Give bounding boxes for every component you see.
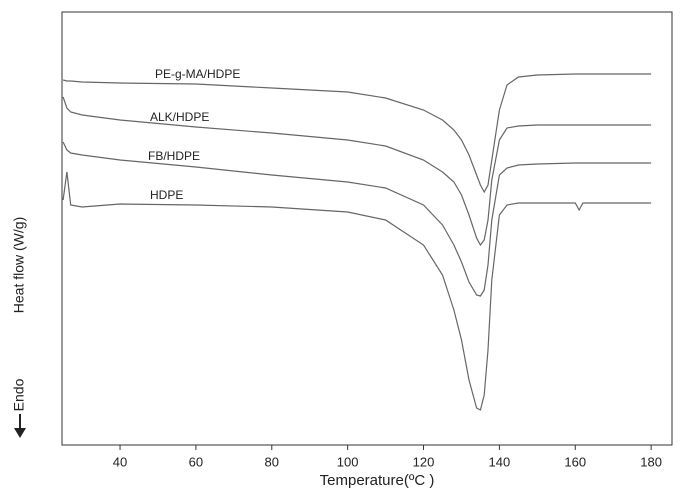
x-tick-label: 180	[640, 454, 662, 469]
series-line	[62, 96, 652, 247]
x-tick-label: 100	[337, 454, 359, 469]
x-tick-label: 40	[113, 454, 127, 469]
x-tick-label: 160	[564, 454, 586, 469]
series-line	[62, 141, 652, 297]
series-label: HDPE	[150, 188, 183, 202]
x-tick-label: 140	[489, 454, 511, 469]
series-label: ALK/HDPE	[150, 110, 209, 124]
endo-arrow	[14, 414, 26, 438]
endo-label: Endo	[11, 378, 27, 411]
x-tick-label: 80	[265, 454, 279, 469]
x-axis-label: Temperature(ºC )	[320, 472, 435, 489]
plot-frame	[61, 11, 673, 446]
series-label: PE-g-MA/HDPE	[155, 67, 240, 81]
series-label: FB/HDPE	[148, 149, 200, 163]
x-tick-label: 120	[413, 454, 435, 469]
x-tick-label: 60	[189, 454, 203, 469]
series-line	[62, 171, 652, 411]
y-axis-label: Heat flow (W/g)	[11, 217, 27, 313]
series-line	[62, 73, 652, 194]
